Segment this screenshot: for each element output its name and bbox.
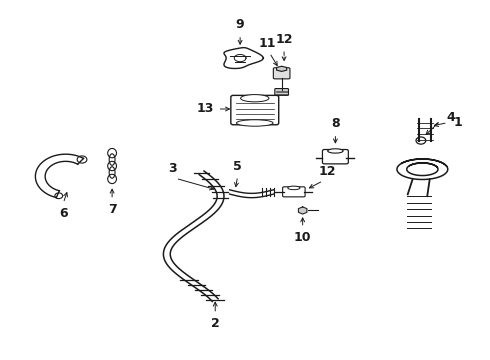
FancyBboxPatch shape [273,68,290,79]
Text: 10: 10 [294,231,312,244]
Text: 1: 1 [454,116,463,129]
Ellipse shape [237,120,273,126]
Text: 2: 2 [211,318,220,330]
Ellipse shape [241,95,269,102]
Text: 4: 4 [446,112,455,125]
Text: 9: 9 [236,18,245,31]
Polygon shape [298,207,307,214]
FancyBboxPatch shape [322,149,348,164]
Text: 7: 7 [108,203,117,216]
Text: 3: 3 [169,162,177,175]
FancyBboxPatch shape [283,187,305,197]
Ellipse shape [288,186,300,190]
FancyBboxPatch shape [275,89,289,95]
Text: 11: 11 [258,37,276,50]
Ellipse shape [251,97,259,99]
Ellipse shape [244,95,266,101]
Polygon shape [276,66,287,71]
Text: 5: 5 [233,159,242,172]
Ellipse shape [247,96,262,100]
Text: 13: 13 [196,103,214,116]
FancyBboxPatch shape [231,95,279,125]
Text: 12: 12 [318,165,336,178]
Text: 6: 6 [59,207,68,220]
Text: 8: 8 [331,117,340,130]
Text: 12: 12 [275,32,293,45]
Ellipse shape [328,149,343,153]
